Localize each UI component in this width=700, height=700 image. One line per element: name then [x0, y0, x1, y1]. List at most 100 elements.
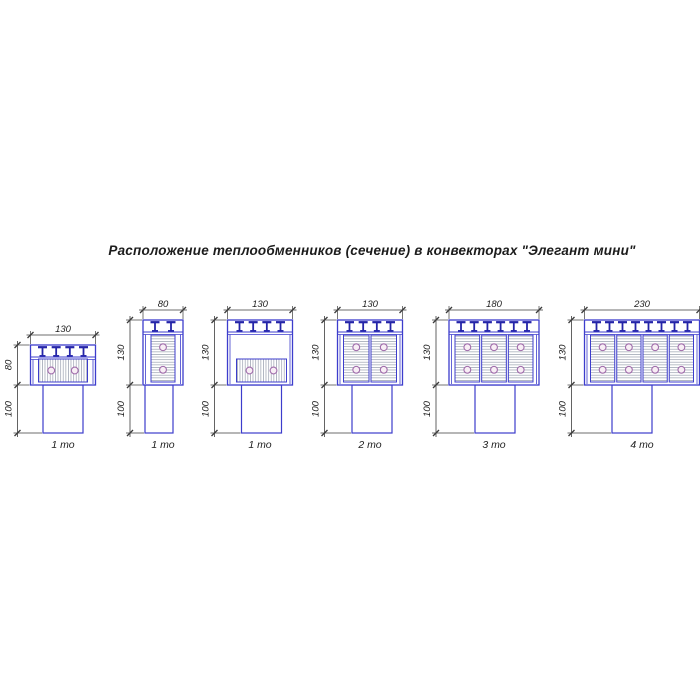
tube-circle	[379, 343, 388, 352]
heat-exchanger	[454, 334, 481, 383]
dim-label-height: 130	[558, 344, 569, 361]
grille-slat	[657, 321, 666, 332]
dim-label-base: 100	[558, 400, 569, 417]
grille-slat	[592, 321, 601, 332]
grille-slat	[509, 321, 519, 332]
dim-tick	[126, 381, 134, 389]
dim-tick	[321, 381, 328, 389]
grille-slat	[38, 346, 47, 357]
grille-slat	[605, 321, 614, 332]
dim-tick	[535, 306, 543, 314]
grille-slat	[358, 321, 368, 332]
grille-slat	[345, 321, 354, 332]
dim-tick	[568, 381, 575, 389]
dim-label-width: 130	[55, 324, 72, 335]
dim-tick	[432, 381, 440, 389]
tube-circle	[651, 365, 660, 374]
dim-tick	[14, 381, 21, 389]
dim-tick	[14, 341, 21, 349]
grille-slat	[670, 321, 679, 332]
dim-tick	[432, 316, 440, 324]
dim-tick	[289, 306, 296, 314]
tube-circle	[352, 343, 361, 352]
pedestal-duct	[240, 384, 283, 434]
tube-circle	[651, 343, 660, 352]
grille-slat	[522, 321, 532, 332]
grille-slat	[150, 321, 160, 332]
convector-diagram-6: 230 130 100 4 то	[558, 299, 700, 451]
dim-tick	[399, 306, 406, 314]
heat-exchanger	[668, 334, 694, 383]
convector-caption: 4 то	[630, 439, 653, 451]
tube-circle	[379, 365, 388, 374]
convector-caption: 1 то	[151, 439, 174, 451]
dimensions: 80 130 100	[116, 299, 187, 437]
dim-label-width: 180	[486, 299, 503, 310]
tube-circle	[624, 343, 633, 352]
dim-label-width: 130	[362, 299, 379, 310]
tube-circle	[47, 366, 56, 375]
dim-tick	[126, 429, 134, 437]
heat-exchanger	[590, 334, 616, 383]
dim-tick	[211, 316, 218, 324]
heat-exchanger	[236, 358, 287, 383]
convector-diagram-2: 80 130 100 1 то	[116, 299, 187, 451]
convector-diagram-4: 130 130 100 2 то	[311, 299, 407, 451]
dim-tick	[126, 316, 134, 324]
grille-slat	[456, 321, 466, 332]
convector-diagram-3: 130 130 100 1 то	[201, 299, 297, 451]
dimensions: 130 80 100	[4, 324, 100, 437]
pedestal-duct	[351, 384, 393, 434]
grille-slat	[631, 321, 640, 332]
pedestal-duct	[474, 384, 516, 434]
grille-slat	[79, 346, 88, 357]
grille-slat	[496, 321, 506, 332]
dim-label-height: 80	[4, 359, 15, 370]
dim-label-width: 130	[252, 299, 269, 310]
dim-tick	[334, 306, 341, 314]
tube-circle	[269, 366, 278, 375]
drawing-title: Расположение теплообменников (сечение) в…	[108, 243, 636, 258]
tube-circle	[598, 343, 607, 352]
grille-slat	[248, 321, 258, 332]
pedestal-duct	[611, 384, 653, 434]
dim-tick	[14, 429, 21, 437]
dim-label-base: 100	[116, 400, 127, 417]
convector-diagram-1: 130 80 100 1 то	[4, 324, 100, 451]
tube-circle	[352, 365, 361, 374]
convector-caption: 1 то	[248, 439, 271, 451]
dim-tick	[432, 429, 440, 437]
convector-caption: 2 то	[357, 439, 381, 451]
grille-slat	[683, 321, 692, 332]
dim-label-width: 80	[158, 299, 169, 310]
tube-circle	[159, 343, 167, 352]
grille-slat	[65, 346, 75, 357]
grille-slat	[166, 321, 176, 332]
dim-label-height: 130	[116, 344, 127, 361]
dim-tick	[224, 306, 231, 314]
grille-slat	[469, 321, 479, 332]
convector-caption: 3 то	[482, 439, 505, 451]
grille-slat	[235, 321, 244, 332]
tube-circle	[490, 343, 498, 352]
tube-circle	[463, 343, 472, 352]
dimensions: 130 130 100	[311, 299, 407, 437]
heat-exchanger	[507, 334, 534, 383]
tube-circle	[677, 343, 686, 352]
heat-exchanger	[343, 334, 370, 383]
dim-tick	[568, 316, 575, 324]
heat-exchanger	[642, 334, 668, 383]
dim-tick	[321, 316, 328, 324]
grille-slat	[618, 321, 627, 332]
dim-tick	[321, 429, 328, 437]
heat-exchanger	[370, 334, 397, 383]
dim-tick	[581, 306, 588, 314]
heat-exchanger	[38, 358, 88, 383]
grille-slat	[262, 321, 272, 332]
dim-label-width: 230	[633, 299, 651, 310]
tube-circle	[159, 365, 167, 374]
dim-tick	[445, 306, 453, 314]
tube-circle	[463, 365, 472, 374]
dim-label-base: 100	[422, 400, 433, 417]
